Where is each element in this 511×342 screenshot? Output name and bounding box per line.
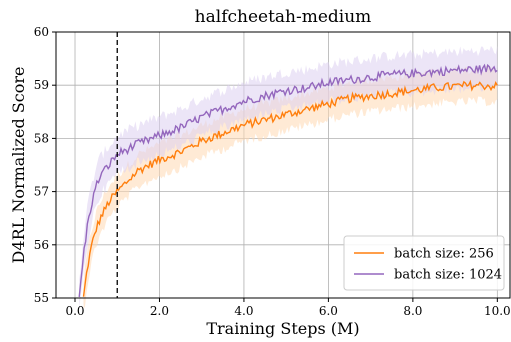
y-tick-label: 59 [34, 78, 49, 92]
tick-labels: 0.0 2.0 4.0 6.0 8.0 10.0 55 56 57 58 59 60 [34, 25, 511, 318]
x-axis-label: Training Steps (M) [206, 319, 359, 338]
y-tick-label: 60 [34, 25, 49, 39]
y-tick-label: 58 [34, 131, 49, 145]
line-batch-size-256 [82, 79, 498, 297]
series-lines [78, 63, 498, 297]
confidence-bands [79, 45, 498, 309]
legend: batch size: 256 batch size: 1024 [343, 235, 505, 291]
legend-label-batch-size-1024: batch size: 1024 [394, 268, 502, 283]
y-tick-label: 56 [34, 238, 49, 252]
x-tick-label: 10.0 [484, 304, 511, 318]
x-tick-label: 8.0 [403, 304, 422, 318]
band-batch-size-256 [83, 65, 498, 309]
x-tick-label: 2.0 [150, 304, 169, 318]
chart-title: halfcheetah-medium [195, 7, 372, 27]
y-axis-label: D4RL Normalized Score [9, 67, 28, 264]
legend-label-batch-size-256: batch size: 256 [394, 247, 494, 262]
x-tick-label: 0.0 [65, 304, 84, 318]
x-tick-label: 6.0 [319, 304, 338, 318]
band-batch-size-1024 [79, 45, 498, 309]
plot-frame [55, 31, 511, 299]
line-batch-size-1024 [78, 63, 498, 297]
legend-box [343, 235, 505, 291]
x-tick-label: 4.0 [234, 304, 253, 318]
y-tick-label: 55 [34, 291, 49, 305]
y-tick-label: 57 [34, 185, 49, 199]
